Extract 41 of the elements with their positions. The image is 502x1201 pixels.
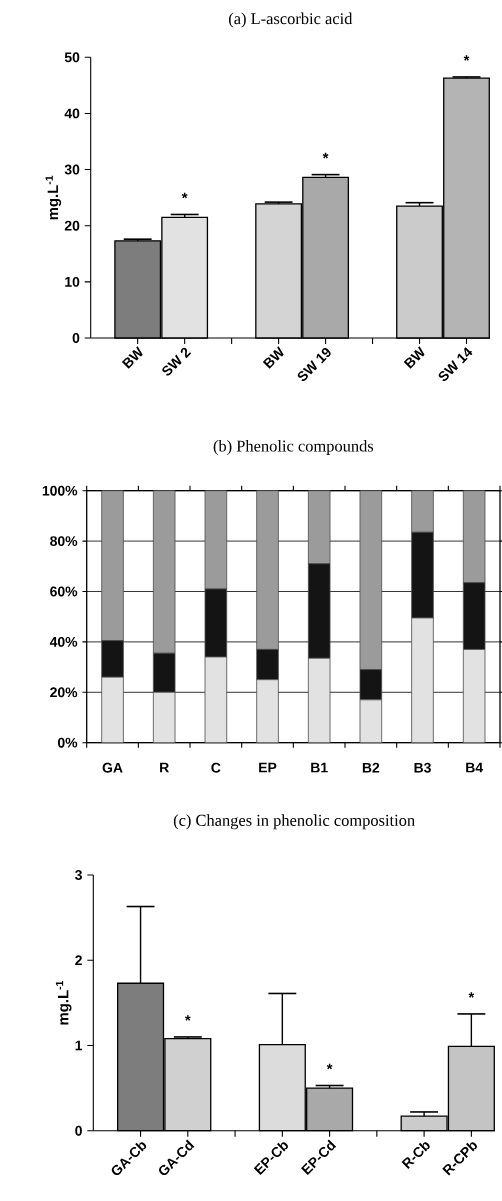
y-tick-label: 10: [65, 276, 80, 287]
annotation: *: [468, 992, 475, 998]
x-tick-label: EP: [259, 762, 277, 773]
chart-title: (b) Phenolic compounds: [213, 440, 374, 455]
y-tick-label: 40: [64, 108, 80, 119]
y-tick-label: 20: [64, 220, 80, 231]
y-tick-label: 60%: [50, 586, 78, 597]
y-tick-label: 1: [75, 1040, 83, 1051]
y-tick-label: 50: [64, 52, 80, 63]
chart-title: (a) L-ascorbic acid: [229, 12, 353, 28]
annotation: *: [184, 1015, 191, 1021]
y-tick-label: 3: [75, 870, 82, 880]
y-tick-label: 0: [75, 1125, 82, 1136]
y-tick-label: 40%: [49, 636, 78, 647]
x-tick-label: SW 2: [162, 347, 192, 376]
x-tick-label: R: [160, 762, 169, 773]
x-tick-label: B4: [466, 762, 484, 773]
chart-title: (c) Changes in phenolic composition: [173, 814, 415, 830]
y-axis-title: mg.L$^{-1}$: [55, 980, 72, 1025]
y-axis-title: mg.L$^{-1}$: [45, 175, 62, 220]
x-tick-label: B2: [362, 762, 380, 773]
x-tick-label: C: [211, 762, 221, 773]
annotation: *: [463, 55, 470, 61]
annotation: *: [322, 152, 329, 159]
y-tick-label: 2: [75, 955, 82, 966]
x-tick-label: GA: [102, 762, 123, 773]
x-tick-label: BW: [121, 346, 143, 369]
x-tick-label: B3: [414, 762, 431, 773]
x-tick-label: B1: [311, 762, 328, 773]
y-tick-label: 100%: [42, 485, 78, 496]
x-tick-label: BW: [403, 346, 425, 369]
x-tick-label: BW: [262, 346, 284, 369]
y-tick-label: 30: [64, 164, 80, 175]
x-tick-label: SW 14: [438, 347, 473, 382]
annotation: *: [326, 1063, 333, 1070]
x-tick-label: SW 19: [297, 347, 331, 382]
y-tick-label: 80%: [50, 536, 78, 547]
y-tick-label: 0: [72, 333, 80, 343]
y-tick-label: 0%: [57, 737, 78, 748]
annotation: *: [181, 192, 188, 199]
y-tick-label: 20%: [50, 687, 78, 698]
